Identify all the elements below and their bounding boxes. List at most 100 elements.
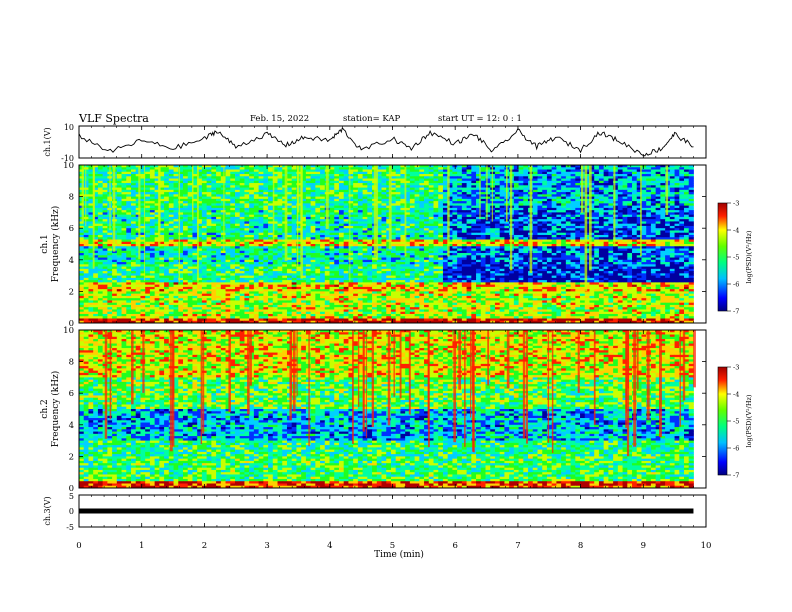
spectrogram-cell	[216, 176, 222, 179]
spectrogram-cell	[348, 183, 354, 186]
spectrogram-cell	[684, 189, 690, 193]
spectrogram-cell	[466, 165, 472, 168]
spectrogram-cell	[627, 205, 633, 209]
spectrogram-cell	[660, 203, 666, 207]
spectrogram-cell	[286, 198, 293, 202]
spectrogram-cell	[395, 192, 401, 195]
spectrogram-cell	[263, 198, 269, 202]
spectrogram-cell	[565, 169, 571, 173]
spectrogram-cell	[655, 203, 661, 207]
spectrogram-cell	[598, 171, 605, 175]
spectrogram-cell	[239, 183, 245, 186]
spectrogram-cell	[192, 185, 198, 188]
spectrogram-cell	[102, 183, 108, 186]
spectrogram-cell	[617, 198, 623, 202]
spectrogram-cell	[192, 176, 198, 179]
spectrogram-cell	[83, 205, 89, 209]
spectrogram-cell	[367, 192, 373, 195]
spectrogram-cell	[485, 180, 491, 184]
spectrogram-cell	[457, 205, 463, 209]
spectrogram-cell	[239, 187, 245, 191]
spectrogram-cell	[320, 189, 326, 193]
spectrogram-cell	[234, 171, 241, 175]
spectrogram-cell	[164, 167, 170, 170]
spectrogram-cell	[334, 203, 340, 207]
spectrogram-cell	[461, 169, 467, 173]
spectrogram-cell	[263, 207, 269, 211]
spectrogram-cell	[476, 174, 482, 177]
spectrogram-cell	[301, 187, 307, 191]
spectrogram-cell	[102, 165, 108, 168]
spectrogram-cell	[121, 205, 127, 209]
spectrogram-cell	[253, 205, 260, 209]
spectrogram-cell	[471, 198, 477, 202]
spectrogram-cell	[253, 187, 260, 191]
spectrogram-cell	[230, 174, 236, 177]
spectrogram-cell	[206, 192, 212, 195]
spectrogram-cell	[646, 187, 652, 191]
spectrogram-cell	[244, 169, 250, 173]
spectrogram-cell	[249, 194, 255, 197]
spectrogram-cell	[362, 192, 368, 195]
spectrogram-cell	[286, 176, 293, 179]
spectrogram-cell	[617, 169, 623, 173]
spectrogram-cell	[305, 180, 312, 184]
spectrogram-cell	[201, 201, 208, 204]
spectrogram-cell	[617, 203, 623, 207]
spectrogram-cell	[253, 180, 260, 184]
spectrogram-cell	[650, 192, 657, 195]
spectrogram-cell	[211, 205, 217, 209]
spectrogram-cell	[93, 194, 99, 197]
spectrogram-cell	[187, 207, 193, 211]
spectrogram-cell	[116, 196, 122, 200]
spectrogram-cell	[589, 167, 595, 170]
spectrogram-cell	[438, 201, 444, 204]
spectrogram-cell	[471, 194, 477, 197]
spectrogram-cell	[145, 194, 151, 197]
spectrogram-cell	[471, 183, 477, 186]
spectrogram-cell	[334, 180, 340, 184]
spectrogram-cell	[367, 178, 373, 182]
spectrogram-cell	[589, 192, 595, 195]
spectrogram-cell	[452, 205, 458, 209]
spectrogram-cell	[272, 189, 278, 193]
spectrogram-cell	[126, 192, 132, 195]
spectrogram-cell	[584, 194, 590, 197]
spectrogram-cell	[315, 174, 321, 177]
spectrogram-cell	[513, 201, 519, 204]
spectrogram-cell	[173, 176, 179, 179]
spectrogram-cell	[211, 167, 217, 170]
spectrogram-cell	[390, 185, 397, 188]
spectrogram-cell	[594, 171, 600, 175]
spectrogram-cell	[182, 194, 189, 197]
spectrogram-cell	[79, 198, 85, 202]
spectrogram-cell	[230, 207, 236, 211]
spectrogram-cell	[518, 185, 524, 188]
spectrogram-cell	[447, 167, 453, 170]
spectrogram-cell	[594, 198, 600, 202]
spectrogram-cell	[674, 183, 680, 186]
spectrogram-cell	[438, 196, 444, 200]
spectrogram-cell	[457, 192, 463, 195]
spectrogram-cell	[428, 169, 434, 173]
spectrogram-cell	[442, 174, 449, 177]
spectrogram-cell	[565, 176, 571, 179]
spectrogram-cell	[546, 192, 553, 195]
spectrogram-cell	[230, 201, 236, 204]
spectrogram-cell	[461, 171, 467, 175]
spectrogram-cell	[234, 165, 241, 168]
spectrogram-cell	[329, 169, 335, 173]
spectrogram-cell	[452, 196, 458, 200]
spectrogram-cell	[239, 169, 245, 173]
spectrogram-cell	[154, 176, 160, 179]
spectrogram-cell	[617, 194, 623, 197]
spectrogram-cell	[154, 207, 160, 211]
spectrogram-cell	[598, 167, 605, 170]
spectrogram-cell	[381, 203, 387, 207]
spectrogram-cell	[305, 167, 312, 170]
spectrogram-cell	[116, 194, 122, 197]
spectrogram-cell	[130, 194, 137, 197]
spectrogram-cell	[310, 171, 316, 175]
spectrogram-cell	[499, 185, 505, 188]
spectrogram-cell	[381, 169, 387, 173]
